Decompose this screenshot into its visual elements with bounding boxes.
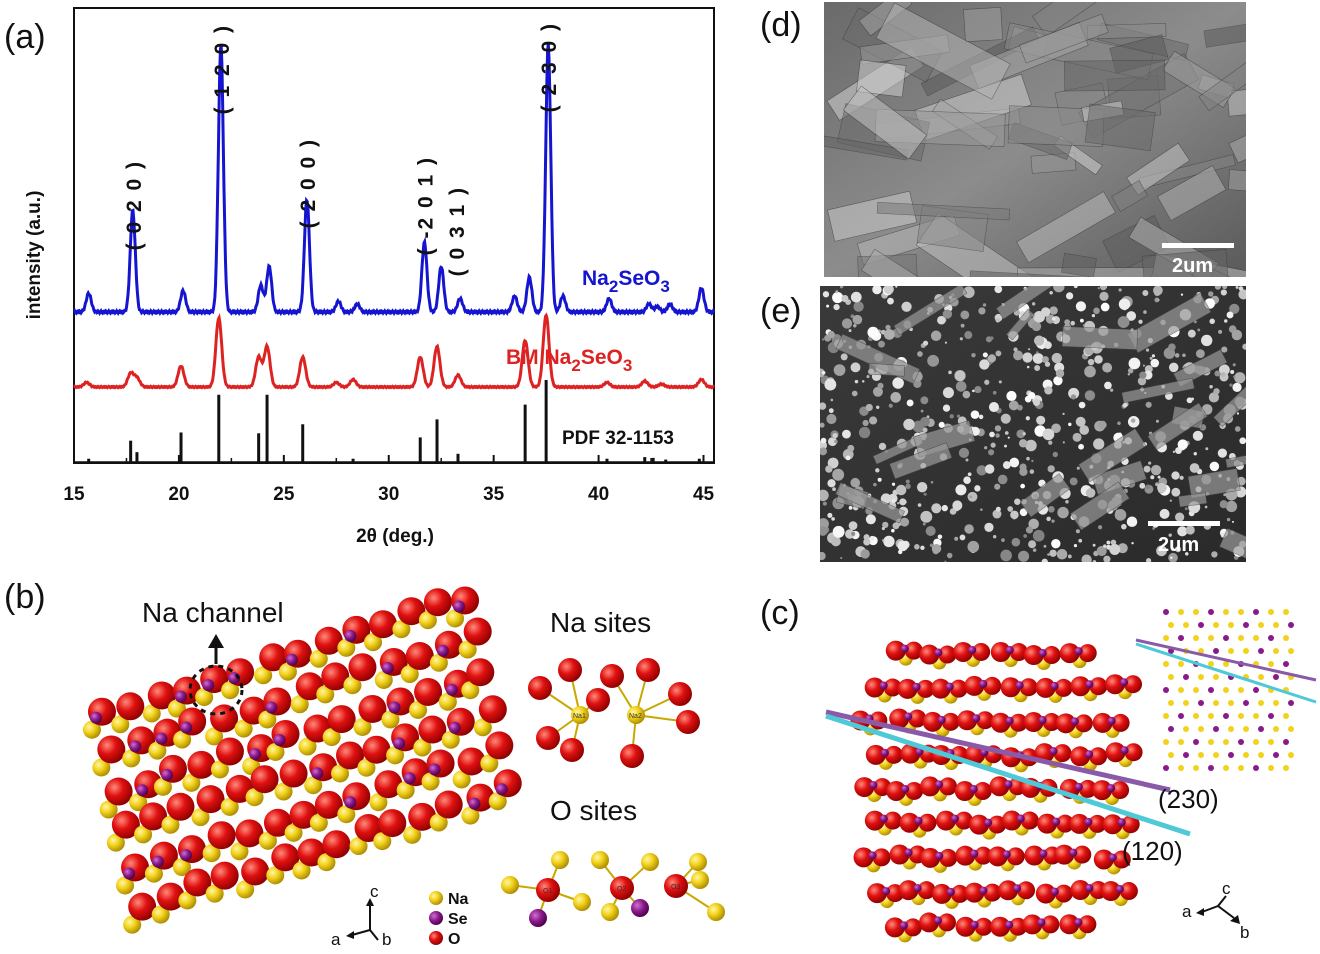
- series-line-bm-na2seo3: [73, 312, 715, 390]
- x-tick-label: 15: [63, 484, 85, 505]
- svg-text:b: b: [1240, 923, 1249, 942]
- x-tick-label: 30: [378, 484, 399, 505]
- svg-text:O3: O3: [671, 884, 680, 891]
- series-line-na2seo3: [72, 43, 716, 317]
- panel-label-c: (c): [760, 594, 800, 632]
- element-legend: Na Se O: [429, 891, 469, 948]
- series-label-pdf: PDF 32-1153: [562, 428, 674, 449]
- x-tick-label: 35: [483, 484, 505, 505]
- scale-bar-d: [1162, 243, 1234, 248]
- legend-o-marker: [429, 931, 443, 945]
- na-sites-title: Na sites: [550, 607, 651, 638]
- svg-text:a: a: [1182, 902, 1192, 921]
- svg-text:c: c: [1222, 879, 1231, 898]
- svg-text:O1: O1: [543, 888, 552, 895]
- plane-label-230: (230): [1158, 784, 1219, 814]
- peak-label: ( 0 3 1 ): [446, 186, 469, 276]
- na-channel-marker: [188, 664, 244, 716]
- y-axis-label: intensity (a.u.): [24, 191, 45, 320]
- scale-label-e: 2um: [1158, 534, 1199, 556]
- plane-line-230: [825, 709, 1171, 793]
- scale-bar-e: [1148, 521, 1220, 526]
- na-channel-label: Na channel: [142, 597, 284, 628]
- svg-text:Na2: Na2: [629, 713, 642, 720]
- o-sites-title: O sites: [550, 795, 637, 826]
- series-label-na2seo3: Na2SeO3: [582, 267, 670, 296]
- panel-label-e: (e): [760, 292, 802, 330]
- legend-na-marker: [429, 891, 443, 905]
- legend-na-label: Na: [448, 891, 469, 908]
- series-label-bm-na2seo3: BM Na2SeO3: [506, 346, 632, 375]
- peak-label: ( 2 0 0 ): [297, 138, 320, 228]
- svg-text:b: b: [382, 930, 391, 949]
- scale-label-d: 2um: [1172, 255, 1213, 277]
- plane-line-120: [825, 713, 1191, 837]
- panel-label-b: (b): [4, 578, 46, 616]
- peak-label: ( -2 0 1 ): [414, 156, 437, 255]
- plane-label-120: (120): [1122, 836, 1183, 866]
- panel-label-a: (a): [4, 18, 46, 56]
- arrow-up-icon: [208, 634, 224, 648]
- legend-se-label: Se: [448, 911, 468, 928]
- x-axis-label: 2θ (deg.): [356, 526, 434, 547]
- axis-triad-c: c a b: [1182, 879, 1249, 942]
- legend-se-marker: [429, 911, 443, 925]
- peak-label: ( 1 2 0 ): [211, 24, 234, 114]
- x-tick-label: 40: [588, 484, 609, 505]
- svg-text:c: c: [370, 882, 379, 901]
- x-tick-label: 45: [693, 484, 715, 505]
- peak-label: ( 2 3 0 ): [538, 22, 561, 112]
- x-tick-label: 25: [273, 484, 295, 505]
- svg-text:a: a: [331, 930, 341, 949]
- svg-text:Na1: Na1: [573, 713, 586, 720]
- x-tick-label: 20: [168, 484, 189, 505]
- plot-frame: [73, 7, 715, 464]
- peak-label: ( 0 2 0 ): [123, 160, 146, 250]
- panel-label-d: (d): [760, 6, 802, 44]
- legend-o-label: O: [448, 931, 460, 948]
- svg-text:O2: O2: [617, 886, 626, 893]
- axis-triad-b: c a b: [331, 882, 391, 949]
